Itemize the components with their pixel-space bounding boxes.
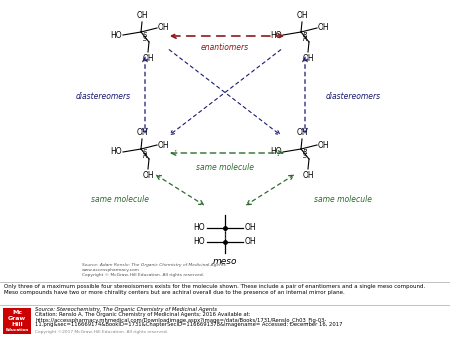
Text: OH: OH: [158, 24, 170, 32]
Text: Meso compounds have two or more chirality centers but are achiral overall due to: Meso compounds have two or more chiralit…: [4, 290, 345, 295]
Text: HO: HO: [110, 30, 122, 40]
Text: diastereomers: diastereomers: [76, 92, 130, 101]
Text: same molecule: same molecule: [196, 163, 254, 171]
Text: Source: Adam Renslo: The Organic Chemistry of Medicinal Agents: Source: Adam Renslo: The Organic Chemist…: [82, 263, 226, 267]
Text: Education: Education: [5, 328, 29, 332]
Text: S: S: [143, 149, 147, 155]
Text: S: S: [143, 32, 147, 38]
Text: OH: OH: [245, 223, 256, 233]
Text: HO: HO: [194, 223, 205, 233]
Text: Graw: Graw: [8, 315, 26, 320]
Text: www.accesspharmacy.com: www.accesspharmacy.com: [82, 268, 140, 272]
Text: Mc: Mc: [12, 310, 22, 314]
Text: 11.png&sec=116669174&BookID=1731&ChapterSecID=1166691378&imagename= Accessed: De: 11.png&sec=116669174&BookID=1731&Chapter…: [35, 322, 342, 327]
Text: S: S: [303, 153, 307, 159]
Text: HO: HO: [110, 147, 122, 156]
Text: HO: HO: [270, 30, 282, 40]
Text: OH: OH: [296, 11, 308, 20]
Text: Only three of a maximum possible four stereoisomers exists for the molecule show: Only three of a maximum possible four st…: [4, 284, 425, 289]
Text: Copyright ©2017 McGraw-Hill Education. All rights reserved.: Copyright ©2017 McGraw-Hill Education. A…: [35, 330, 168, 334]
Text: diastereomers: diastereomers: [325, 92, 381, 101]
Text: Copyright © McGraw-Hill Education. All rights reserved.: Copyright © McGraw-Hill Education. All r…: [82, 273, 204, 277]
Text: R: R: [303, 32, 308, 38]
Text: R: R: [142, 153, 147, 159]
Text: R: R: [303, 149, 308, 155]
Text: HO: HO: [194, 238, 205, 246]
Text: OH: OH: [302, 171, 314, 180]
Text: OH: OH: [245, 238, 256, 246]
Text: OH: OH: [302, 54, 314, 63]
Text: OH: OH: [318, 24, 329, 32]
Text: OH: OH: [136, 11, 148, 20]
Text: HO: HO: [270, 147, 282, 156]
Text: https://accesspharmacy.mhmedical.com/Downloadimage.aspx?image=/data/Books/1731/R: https://accesspharmacy.mhmedical.com/Dow…: [35, 317, 326, 323]
Text: same molecule: same molecule: [91, 195, 149, 204]
Text: meso: meso: [213, 257, 237, 266]
Text: R: R: [302, 36, 307, 42]
Text: Citation: Renslo A. The Organic Chemistry of Medicinal Agents; 2016 Available at: Citation: Renslo A. The Organic Chemistr…: [35, 312, 251, 317]
Text: OH: OH: [296, 128, 308, 137]
Text: Source: Stereochemistry, The Organic Chemistry of Medicinal Agents: Source: Stereochemistry, The Organic Che…: [35, 307, 217, 312]
Text: OH: OH: [142, 171, 154, 180]
Text: OH: OH: [318, 141, 329, 149]
Text: OH: OH: [136, 128, 148, 137]
Text: OH: OH: [142, 54, 154, 63]
Text: S: S: [143, 36, 147, 42]
FancyBboxPatch shape: [3, 308, 31, 334]
Text: same molecule: same molecule: [314, 195, 372, 204]
Text: enantiomers: enantiomers: [201, 44, 249, 52]
Text: Hill: Hill: [11, 321, 23, 327]
Text: OH: OH: [158, 141, 170, 149]
